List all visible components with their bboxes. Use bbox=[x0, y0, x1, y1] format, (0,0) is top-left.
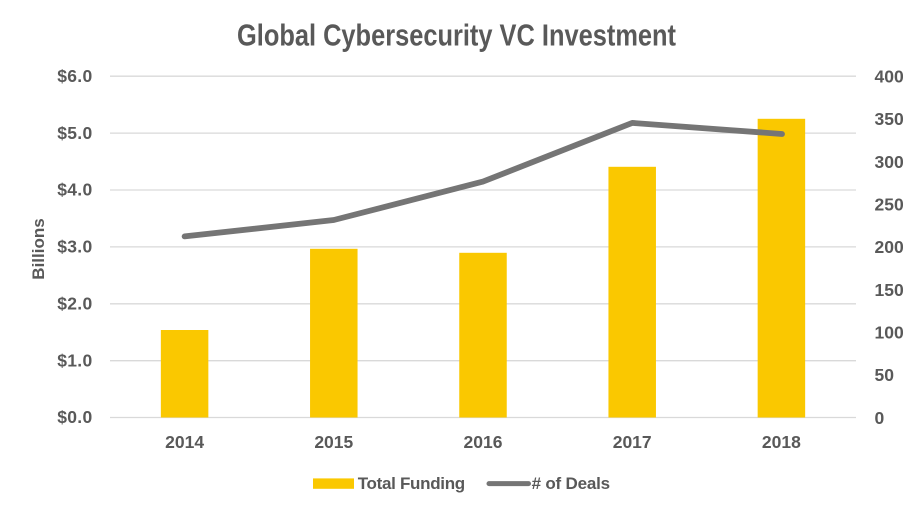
svg-text:2016: 2016 bbox=[464, 432, 503, 452]
svg-text:400: 400 bbox=[875, 67, 904, 87]
svg-text:0: 0 bbox=[875, 408, 885, 428]
svg-text:150: 150 bbox=[875, 280, 904, 300]
svg-text:350: 350 bbox=[875, 109, 904, 129]
svg-text:300: 300 bbox=[875, 152, 904, 172]
svg-text:Billions: Billions bbox=[29, 218, 48, 279]
svg-text:$5.0: $5.0 bbox=[57, 123, 92, 143]
svg-text:$1.0: $1.0 bbox=[57, 350, 92, 370]
svg-text:$2.0: $2.0 bbox=[57, 294, 92, 314]
svg-text:$4.0: $4.0 bbox=[57, 180, 92, 200]
svg-text:2014: 2014 bbox=[165, 432, 204, 452]
svg-text:$6.0: $6.0 bbox=[57, 66, 92, 86]
svg-text:50: 50 bbox=[875, 365, 895, 385]
svg-text:100: 100 bbox=[875, 323, 904, 343]
svg-text:2015: 2015 bbox=[314, 432, 353, 452]
svg-text:250: 250 bbox=[875, 195, 904, 215]
svg-text:200: 200 bbox=[875, 237, 904, 257]
svg-text:Total Funding: Total Funding bbox=[358, 474, 465, 493]
svg-text:Global Cybersecurity VC Invest: Global Cybersecurity VC Investment bbox=[237, 17, 676, 52]
svg-text:$3.0: $3.0 bbox=[57, 237, 92, 257]
svg-text:2017: 2017 bbox=[613, 432, 652, 452]
svg-text:2018: 2018 bbox=[762, 432, 801, 452]
svg-text:$0.0: $0.0 bbox=[57, 407, 92, 427]
svg-text:# of Deals: # of Deals bbox=[532, 474, 610, 493]
